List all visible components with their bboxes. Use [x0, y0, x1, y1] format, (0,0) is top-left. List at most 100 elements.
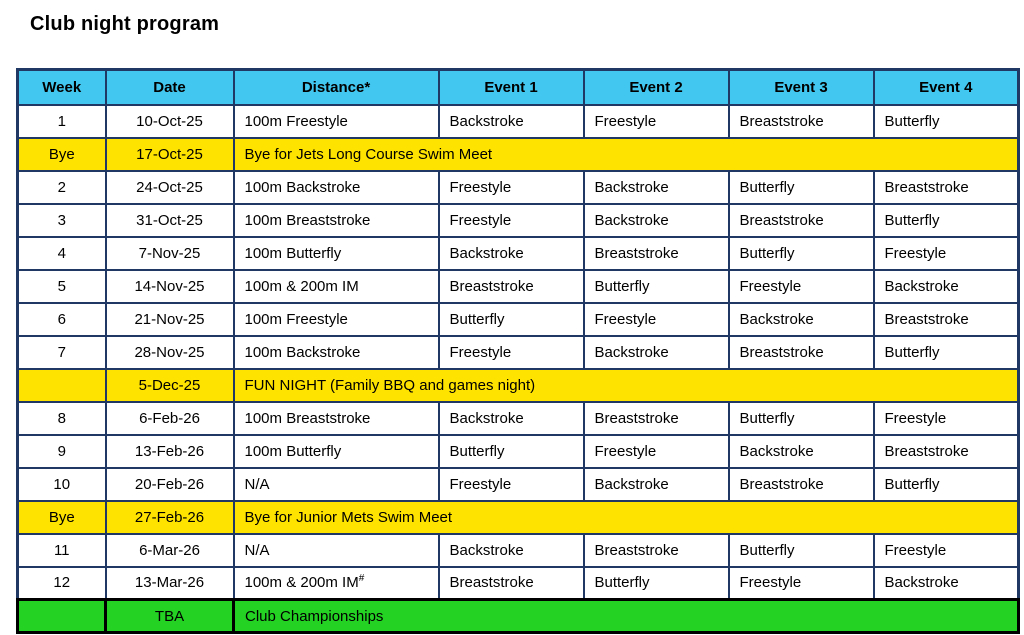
event-cell: Butterfly — [872, 334, 1020, 370]
week-cell — [16, 598, 107, 634]
distance-text: 100m Freestyle — [244, 112, 348, 130]
event-cell: Freestyle — [582, 433, 730, 469]
distance-cell: N/A — [232, 466, 440, 502]
event-cell: Backstroke — [437, 103, 585, 139]
table-row: 11 6-Mar-26 N/A Backstroke Breaststroke Butte… — [16, 532, 1020, 568]
date-cell: 28-Nov-25 — [104, 334, 235, 370]
event-cell: Backstroke — [727, 301, 875, 337]
bye-note-cell: Bye for Junior Mets Swim Meet — [232, 499, 1020, 535]
event-cell: Backstroke — [582, 202, 730, 238]
date-cell: 24-Oct-25 — [104, 169, 235, 205]
distance-cell: 100m Butterfly — [232, 235, 440, 271]
date-cell: TBA — [104, 598, 235, 634]
date-cell: 5-Dec-25 — [104, 367, 235, 403]
distance-cell: 100m & 200m IM# — [232, 565, 440, 601]
championship-row: TBA Club Championships — [16, 598, 1020, 634]
date-cell: 10-Oct-25 — [104, 103, 235, 139]
column-header: Week — [16, 68, 107, 106]
week-cell: 4 — [16, 235, 107, 271]
distance-cell: 100m Freestyle — [232, 301, 440, 337]
event-cell: Butterfly — [727, 169, 875, 205]
event-cell: Butterfly — [872, 103, 1020, 139]
column-header: Event 1 — [437, 68, 585, 106]
column-header: Event 3 — [727, 68, 875, 106]
distance-text: 100m Butterfly — [244, 244, 342, 262]
event-cell: Backstroke — [582, 169, 730, 205]
week-cell: 2 — [16, 169, 107, 205]
event-cell: Butterfly — [727, 235, 875, 271]
page-title: Club night program — [30, 13, 220, 35]
event-cell: Breaststroke — [872, 301, 1020, 337]
event-cell: Freestyle — [872, 532, 1020, 568]
week-cell: 9 — [16, 433, 107, 469]
date-cell: 31-Oct-25 — [104, 202, 235, 238]
distance-text: 100m Backstroke — [244, 343, 361, 361]
date-cell: 7-Nov-25 — [104, 235, 235, 271]
event-cell: Breaststroke — [727, 334, 875, 370]
week-cell: Bye — [16, 499, 107, 535]
week-cell: 8 — [16, 400, 107, 436]
table-row: 9 13-Feb-26 100m Butterfly Butterfly Freesty… — [16, 433, 1020, 469]
event-cell: Freestyle — [437, 202, 585, 238]
event-cell: Breaststroke — [582, 400, 730, 436]
week-cell — [16, 367, 107, 403]
event-cell: Breaststroke — [437, 268, 585, 304]
date-cell: 13-Feb-26 — [104, 433, 235, 469]
distance-cell: 100m Backstroke — [232, 169, 440, 205]
event-cell: Freestyle — [872, 400, 1020, 436]
distance-text: 100m Butterfly — [244, 442, 342, 460]
week-cell: Bye — [16, 136, 107, 172]
event-cell: Butterfly — [437, 301, 585, 337]
table-row: 2 24-Oct-25 100m Backstroke Freestyle Backst… — [16, 169, 1020, 205]
event-cell: Breaststroke — [582, 532, 730, 568]
date-cell: 21-Nov-25 — [104, 301, 235, 337]
distance-text: 100m Breaststroke — [244, 409, 371, 427]
week-cell: 1 — [16, 103, 107, 139]
table-row: 12 13-Mar-26 100m & 200m IM# Breaststroke Bu… — [16, 565, 1020, 601]
distance-text: N/A — [244, 541, 270, 559]
bye-note-cell: Bye for Jets Long Course Swim Meet — [232, 136, 1020, 172]
bye-row: Bye 17-Oct-25 Bye for Jets Long Course Swi… — [16, 136, 1020, 172]
event-cell: Backstroke — [437, 400, 585, 436]
table-row: 1 10-Oct-25 100m Freestyle Backstroke Freest… — [16, 103, 1020, 139]
column-header: Event 4 — [872, 68, 1020, 106]
date-cell: 14-Nov-25 — [104, 268, 235, 304]
event-cell: Freestyle — [727, 565, 875, 601]
date-cell: 6-Mar-26 — [104, 532, 235, 568]
event-cell: Freestyle — [437, 334, 585, 370]
table-row: 8 6-Feb-26 100m Breaststroke Backstroke Brea… — [16, 400, 1020, 436]
week-cell: 6 — [16, 301, 107, 337]
date-cell: 27-Feb-26 — [104, 499, 235, 535]
week-cell: 5 — [16, 268, 107, 304]
date-cell: 17-Oct-25 — [104, 136, 235, 172]
week-cell: 12 — [16, 565, 107, 601]
program-table-body: 1 10-Oct-25 100m Freestyle Backstroke Freest… — [16, 103, 1020, 634]
week-cell: 3 — [16, 202, 107, 238]
distance-cell: 100m Freestyle — [232, 103, 440, 139]
event-cell: Breaststroke — [727, 466, 875, 502]
distance-cell: 100m Breaststroke — [232, 202, 440, 238]
event-cell: Freestyle — [872, 235, 1020, 271]
program-table: Week Date Distance* Event 1 Event 2 Event 3 Ev… — [16, 68, 1020, 634]
event-cell: Backstroke — [727, 433, 875, 469]
event-cell: Breaststroke — [582, 235, 730, 271]
table-row: 7 28-Nov-25 100m Backstroke Freestyle Backst… — [16, 334, 1020, 370]
bye-row: 5-Dec-25 FUN NIGHT (Family BBQ and games … — [16, 367, 1020, 403]
date-cell: 20-Feb-26 — [104, 466, 235, 502]
bye-note-cell: FUN NIGHT (Family BBQ and games night) — [232, 367, 1020, 403]
event-cell: Backstroke — [437, 532, 585, 568]
distance-text: 100m & 200m IM — [244, 277, 359, 295]
date-cell: 13-Mar-26 — [104, 565, 235, 601]
event-cell: Backstroke — [872, 565, 1020, 601]
championship-note-cell: Club Championships — [232, 598, 1020, 634]
bye-row: Bye 27-Feb-26 Bye for Junior Mets Swim Mee… — [16, 499, 1020, 535]
distance-cell: 100m Backstroke — [232, 334, 440, 370]
week-cell: 7 — [16, 334, 107, 370]
event-cell: Backstroke — [437, 235, 585, 271]
event-cell: Butterfly — [437, 433, 585, 469]
event-cell: Backstroke — [582, 334, 730, 370]
table-row: 6 21-Nov-25 100m Freestyle Butterfly Freesty… — [16, 301, 1020, 337]
event-cell: Butterfly — [582, 565, 730, 601]
table-row: 5 14-Nov-25 100m & 200m IM Breaststroke Butt… — [16, 268, 1020, 304]
distance-text: 100m Backstroke — [244, 178, 361, 196]
